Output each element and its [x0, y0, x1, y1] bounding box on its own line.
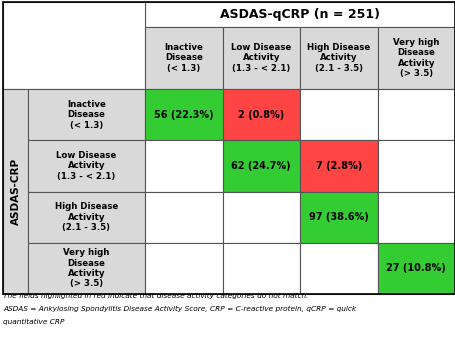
Bar — [300, 27, 378, 89]
Text: ASDAS-qCRP (n = 251): ASDAS-qCRP (n = 251) — [220, 8, 380, 21]
Text: 2 (0.8%): 2 (0.8%) — [238, 110, 284, 120]
Bar — [145, 191, 222, 243]
Bar — [28, 89, 145, 140]
Text: Very high
Disease
Activity
(> 3.5): Very high Disease Activity (> 3.5) — [63, 248, 110, 288]
Bar — [222, 89, 300, 140]
Text: Inactive
Disease
(< 1.3): Inactive Disease (< 1.3) — [67, 100, 106, 130]
Bar — [145, 27, 222, 89]
Text: 7 (2.8%): 7 (2.8%) — [316, 161, 362, 171]
Bar — [3, 2, 145, 89]
Bar — [300, 89, 378, 140]
Text: Low Disease
Activity
(1.3 - < 2.1): Low Disease Activity (1.3 - < 2.1) — [231, 43, 291, 73]
Bar — [28, 191, 145, 243]
Text: 27 (10.8%): 27 (10.8%) — [386, 263, 446, 273]
Text: 56 (22.3%): 56 (22.3%) — [154, 110, 213, 120]
Bar — [145, 243, 222, 294]
Text: ASDAS-CRP: ASDAS-CRP — [10, 158, 20, 225]
Bar — [378, 89, 455, 140]
Text: Low Disease
Activity
(1.3 - < 2.1): Low Disease Activity (1.3 - < 2.1) — [56, 151, 116, 181]
Bar — [145, 140, 222, 191]
Bar — [378, 191, 455, 243]
Bar — [28, 140, 145, 191]
Text: High Disease
Activity
(2.1 - 3.5): High Disease Activity (2.1 - 3.5) — [307, 43, 370, 73]
Text: 97 (38.6%): 97 (38.6%) — [309, 212, 369, 222]
Bar — [28, 243, 145, 294]
Text: The fields highlighted in red indicate that disease activity categories do not m: The fields highlighted in red indicate t… — [3, 293, 308, 299]
Bar — [3, 89, 28, 294]
Bar — [3, 2, 455, 294]
Text: 62 (24.7%): 62 (24.7%) — [232, 161, 291, 171]
Bar — [222, 243, 300, 294]
Bar — [378, 27, 455, 89]
Bar — [145, 2, 455, 27]
Text: Very high
Disease
Activity
(> 3.5): Very high Disease Activity (> 3.5) — [393, 38, 440, 78]
Bar — [145, 89, 222, 140]
Bar — [222, 191, 300, 243]
Bar — [222, 140, 300, 191]
Bar — [378, 243, 455, 294]
Text: Inactive
Disease
(< 1.3): Inactive Disease (< 1.3) — [164, 43, 203, 73]
Bar — [300, 191, 378, 243]
Bar — [378, 140, 455, 191]
Bar — [300, 140, 378, 191]
Bar — [300, 243, 378, 294]
Bar — [222, 27, 300, 89]
Text: High Disease
Activity
(2.1 - 3.5): High Disease Activity (2.1 - 3.5) — [55, 202, 118, 232]
Text: ASDAS = Ankylosing Spondylitis Disease Activity Score, CRP = C-reactive protein,: ASDAS = Ankylosing Spondylitis Disease A… — [3, 306, 356, 312]
Text: quantitative CRP: quantitative CRP — [3, 319, 65, 325]
